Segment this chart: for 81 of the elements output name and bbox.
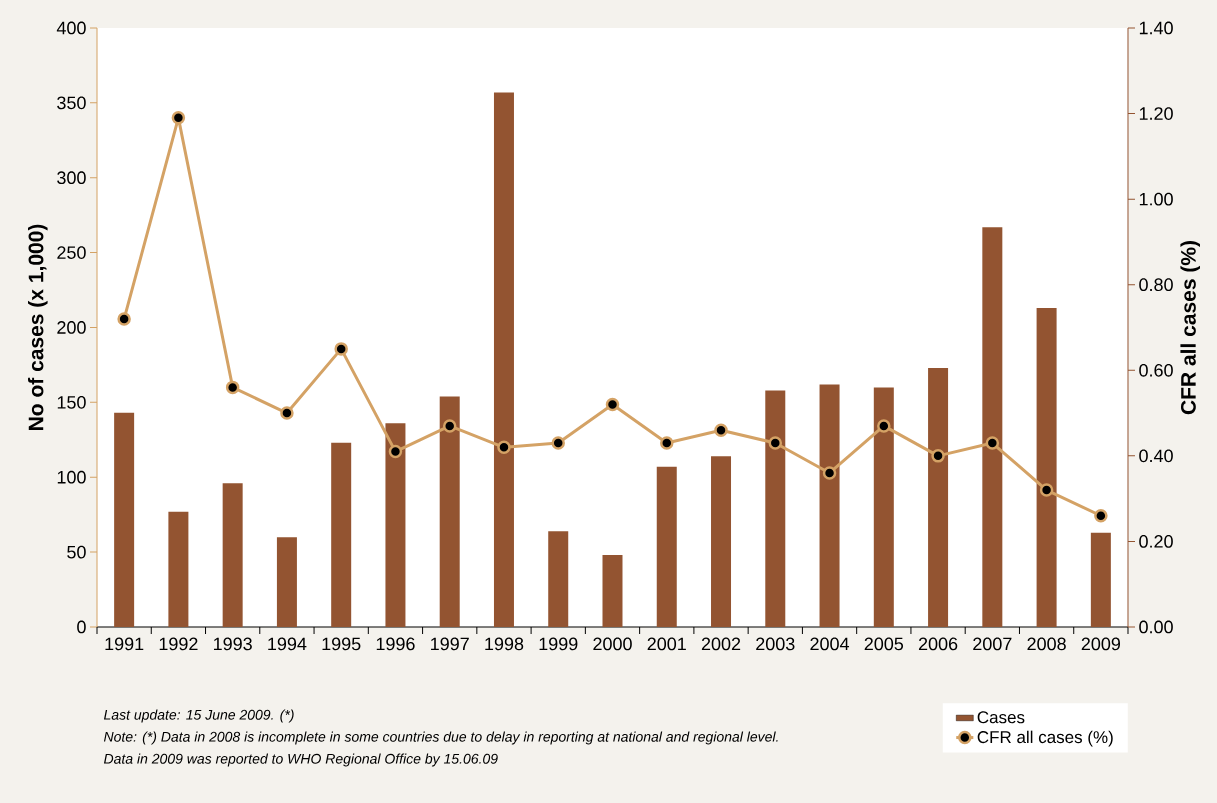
y2-tick-label: 1.40 [1139,21,1173,35]
x-tick-label: 1995 [322,637,361,651]
x-tick-label: 1991 [105,637,144,651]
bar [439,396,460,627]
y2-tick-label: 0.00 [1139,620,1173,634]
point [931,449,945,463]
point [1039,483,1054,497]
y-tick-label: 150 [57,395,86,409]
x-tick-label: 2002 [701,637,741,651]
x-tick-label: 2003 [756,637,795,651]
y-tick-label: 400 [56,21,86,35]
point [497,440,511,455]
y-tick-label: 100 [57,470,86,484]
legend-label: Cases [977,711,1025,724]
x-tick-label: 1999 [539,637,578,651]
text: Last update: 15 June 2009. (*) [103,709,294,723]
point [117,312,131,326]
x-tick-label: 1992 [159,637,198,651]
bar [982,227,1003,627]
x-tick-label: 2006 [918,637,958,651]
y-tick-label: 250 [57,246,86,259]
y2-tick-label: 0.60 [1139,363,1173,377]
point [388,444,403,459]
bar [602,555,623,627]
point [551,436,565,450]
bar [656,466,677,627]
point [877,419,891,433]
legend-label: CFR all cases (%) [977,730,1113,747]
bar [711,456,732,627]
bar [331,442,352,627]
y-tick-label: 50 [67,545,86,559]
x-tick-label: 1994 [268,637,307,651]
x-tick-label: 2007 [973,637,1012,651]
text: Data in 2009 was reported to WHO Regional Office by 15.06.09 [103,753,498,767]
point [225,380,240,395]
x-tick-label: 2001 [647,637,686,651]
bar [114,412,135,627]
point [1094,509,1108,523]
y-tick-label: 300 [57,171,86,185]
point [605,397,620,412]
point [171,111,186,125]
point [442,419,457,433]
y-tick-label: 200 [57,321,86,334]
point [714,423,728,437]
x-tick-label: 1993 [214,637,252,651]
x-tick-label: 2005 [864,637,904,651]
bar [385,423,406,627]
point [660,436,674,450]
x-tick-label: 1997 [431,637,469,651]
point [280,406,294,420]
y2-tick-label: 1.00 [1139,192,1173,206]
y2-tick-label: 0.40 [1139,449,1173,463]
x-tick-label: 2009 [1081,637,1121,651]
bar [1090,532,1111,627]
y2-tick-label: 1.20 [1139,107,1173,120]
bar [493,92,514,627]
x-tick-label: 1998 [485,637,524,651]
bar [1036,308,1057,627]
bar [222,483,243,627]
x-tick-label: 1996 [376,637,415,651]
bar [276,537,297,627]
x-tick-label: 2008 [1027,637,1066,651]
bar [168,511,189,627]
point [985,436,1000,450]
y-tick-label: 0 [77,620,86,634]
y-axis-title: No of cases (x 1,000) [28,224,48,430]
bar [873,387,894,627]
bar [548,531,569,627]
y2-tick-label: 0.20 [1139,535,1173,548]
point [768,436,783,450]
y2-tick-label: 0.80 [1139,278,1173,292]
x-tick-label: 2000 [593,637,632,651]
bar [819,384,840,627]
point [334,342,348,356]
point [822,466,837,480]
y2-axis-title: CFR all cases (%) [1180,241,1200,415]
bar [765,390,786,627]
bar [928,367,949,627]
y-tick-label: 350 [57,96,86,110]
x-tick-label: 2004 [810,637,850,651]
text: Note: (*) Data in 2008 is incomplete in some countries due to delay in reporting at national and regional level. [103,731,778,745]
